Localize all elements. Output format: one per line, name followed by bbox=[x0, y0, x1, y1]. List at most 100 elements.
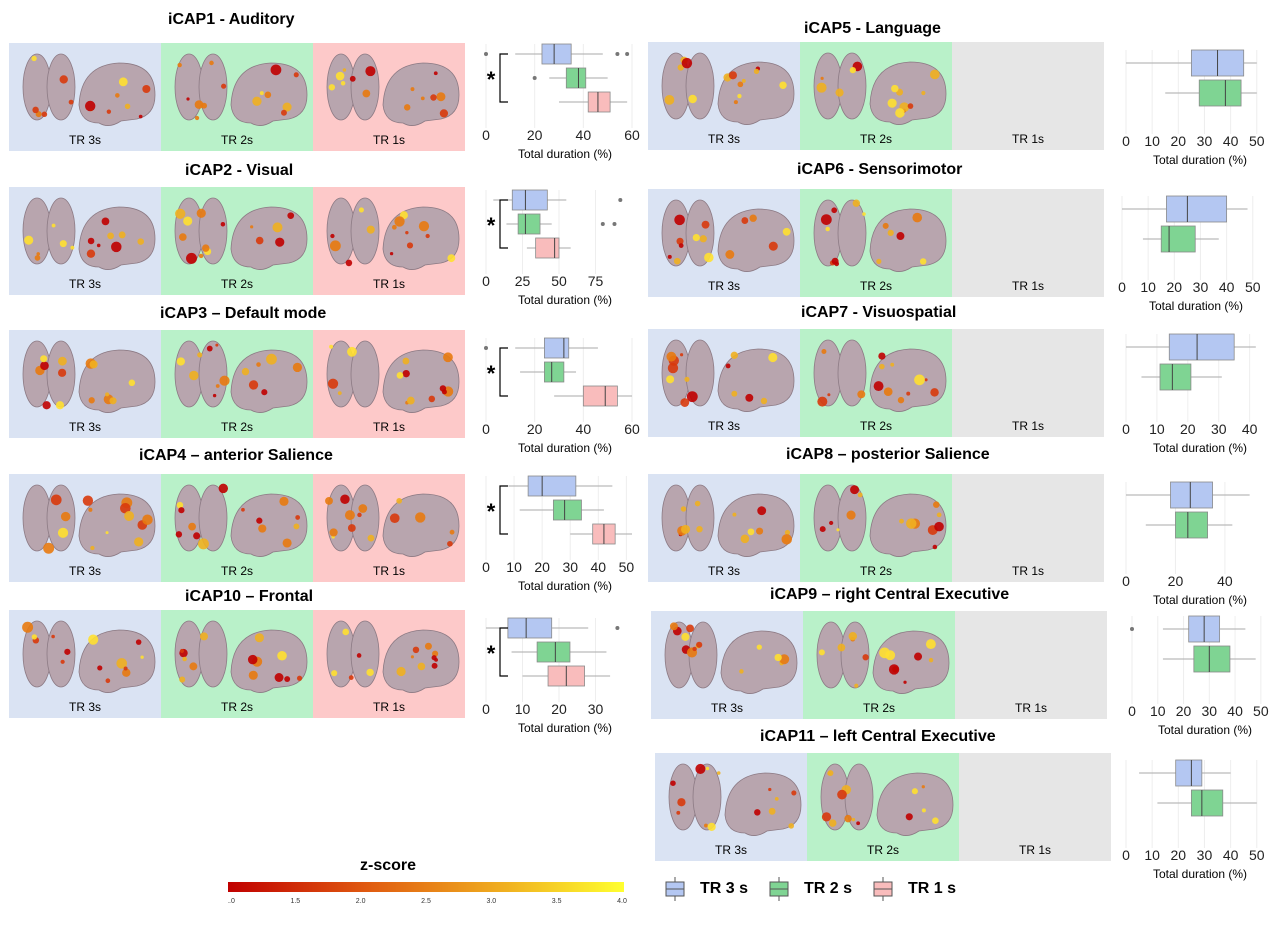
brain-cell-tr1-empty: TR 1s bbox=[955, 611, 1107, 719]
brain-cell-tr2: TR 2s bbox=[800, 474, 952, 582]
activation-blob bbox=[105, 531, 109, 535]
activation-blob bbox=[906, 518, 917, 529]
significance-bracket bbox=[499, 199, 508, 249]
box-tr2s bbox=[1160, 225, 1196, 253]
hemisphere-top-view bbox=[198, 484, 228, 552]
colorbar-tick-label: 2.5 bbox=[421, 898, 431, 905]
activation-blob bbox=[447, 540, 453, 547]
activation-blob bbox=[428, 395, 436, 403]
activation-blob bbox=[897, 396, 905, 404]
activation-blob bbox=[194, 100, 204, 109]
tick-label: 50 bbox=[1249, 847, 1265, 863]
tick-label: 30 bbox=[1211, 421, 1227, 437]
tr-label: TR 1s bbox=[1018, 843, 1051, 857]
tick-label: 25 bbox=[515, 273, 531, 289]
tick-label: 40 bbox=[1217, 573, 1233, 589]
activation-blob bbox=[197, 538, 209, 550]
activation-blob bbox=[340, 80, 346, 86]
hemisphere-lateral-view bbox=[869, 208, 947, 272]
tick-label: 0 bbox=[482, 701, 490, 717]
activation-blob bbox=[431, 655, 437, 661]
activation-blob bbox=[887, 98, 897, 108]
tick-label: 50 bbox=[1253, 703, 1269, 719]
hemisphere-lateral-view bbox=[382, 629, 460, 693]
brain-image bbox=[661, 339, 795, 412]
activation-blob bbox=[123, 666, 128, 671]
hemisphere-top-view bbox=[350, 484, 380, 552]
activation-blob bbox=[412, 646, 420, 654]
activation-blob bbox=[274, 673, 284, 682]
tick-label: 10 bbox=[1140, 279, 1156, 295]
boxplot-icap4: * 0 10 20 30 40 50 Total duration (%) bbox=[482, 475, 634, 593]
activation-blob bbox=[282, 102, 292, 112]
activation-blob bbox=[82, 495, 94, 506]
activation-blob bbox=[330, 233, 335, 239]
activation-blob bbox=[837, 643, 846, 652]
activation-blob bbox=[781, 534, 792, 545]
tick-label: 40 bbox=[576, 127, 592, 143]
activation-blob bbox=[932, 544, 938, 550]
activation-blob bbox=[907, 103, 914, 109]
activation-blob bbox=[258, 524, 267, 533]
x-axis-label: Total duration (%) bbox=[518, 721, 612, 735]
activation-blob bbox=[84, 100, 96, 112]
outlier-point bbox=[600, 222, 605, 226]
activation-blob bbox=[890, 362, 895, 367]
activation-blob bbox=[836, 528, 840, 532]
activation-blob bbox=[899, 518, 904, 524]
activation-blob bbox=[218, 483, 229, 494]
hemisphere-lateral-view bbox=[717, 208, 795, 272]
activation-blob bbox=[680, 506, 687, 512]
activation-blob bbox=[366, 668, 374, 677]
tr-label: TR 3s bbox=[707, 279, 740, 293]
activation-blob bbox=[248, 380, 259, 390]
activation-blob bbox=[405, 230, 409, 235]
activation-blob bbox=[753, 68, 760, 75]
activation-blob bbox=[241, 507, 245, 512]
activation-blob bbox=[878, 352, 886, 360]
activation-blob bbox=[215, 343, 219, 347]
activation-blob bbox=[396, 498, 403, 504]
activation-blob bbox=[696, 641, 703, 648]
tick-label: 60 bbox=[624, 421, 640, 437]
activation-blob bbox=[418, 221, 430, 232]
activation-blob bbox=[768, 241, 778, 251]
significance-star: * bbox=[487, 641, 496, 666]
hemisphere-lateral-view bbox=[382, 493, 460, 557]
tick-label: 50 bbox=[551, 273, 567, 289]
tr-label: TR 1s bbox=[1011, 419, 1044, 433]
activation-blob bbox=[757, 506, 767, 516]
activation-blob bbox=[212, 393, 217, 398]
activation-blob bbox=[707, 822, 716, 831]
tr-label: TR 3s bbox=[707, 132, 740, 146]
brain-row-icap3: TR 3s TR 2s TR 1s bbox=[9, 330, 465, 438]
brain-image bbox=[661, 199, 795, 272]
tick-label: 50 bbox=[1245, 279, 1261, 295]
activation-blob bbox=[666, 375, 675, 384]
activation-blob bbox=[402, 369, 410, 378]
activation-blob bbox=[219, 375, 230, 386]
brain-row-icap4: TR 3s TR 2s TR 1s bbox=[9, 474, 465, 582]
colorbar: 1.0 1.5 2.0 2.5 3.0 3.5 4.0 bbox=[228, 882, 627, 905]
activation-blob bbox=[925, 639, 936, 650]
activation-blob bbox=[854, 683, 859, 688]
tr-label: TR 2s bbox=[220, 564, 253, 578]
significance-star: * bbox=[487, 361, 496, 386]
activation-blob bbox=[699, 235, 707, 243]
activation-blob bbox=[220, 222, 226, 227]
box-tr2s bbox=[1159, 363, 1192, 391]
colorbar-tick-label: 3.0 bbox=[486, 898, 496, 905]
hemisphere-lateral-view bbox=[78, 206, 156, 270]
activation-blob bbox=[819, 526, 826, 533]
activation-blob bbox=[356, 653, 362, 658]
activation-blob bbox=[189, 370, 199, 381]
activation-blob bbox=[296, 675, 303, 681]
legend-label: TR 3 s bbox=[700, 880, 749, 897]
activation-blob bbox=[676, 237, 684, 245]
activation-blob bbox=[424, 642, 432, 650]
activation-blob bbox=[241, 367, 250, 376]
activation-blob bbox=[348, 675, 354, 680]
brain-cell-tr2: TR 2s bbox=[161, 610, 313, 718]
activation-blob bbox=[430, 94, 437, 101]
activation-blob bbox=[111, 241, 122, 253]
